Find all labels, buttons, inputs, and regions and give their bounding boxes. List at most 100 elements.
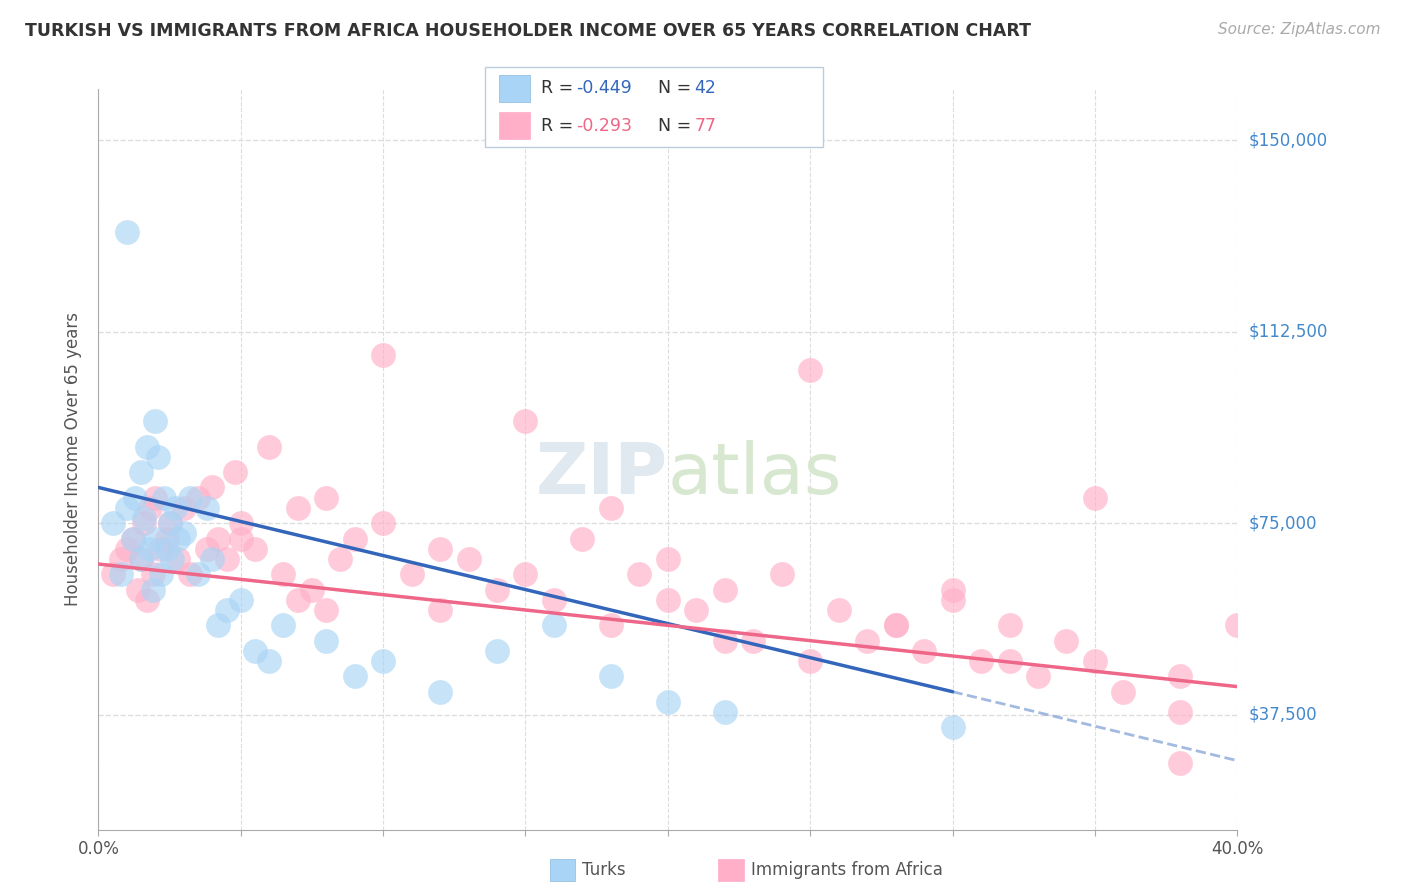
Text: -0.449: -0.449 bbox=[576, 79, 633, 97]
Point bbox=[259, 440, 281, 454]
Point bbox=[1084, 654, 1107, 668]
Point bbox=[714, 633, 737, 648]
Point bbox=[129, 465, 152, 479]
Point bbox=[628, 567, 651, 582]
Text: N =: N = bbox=[647, 79, 696, 97]
Point bbox=[115, 541, 138, 556]
Text: TURKISH VS IMMIGRANTS FROM AFRICA HOUSEHOLDER INCOME OVER 65 YEARS CORRELATION C: TURKISH VS IMMIGRANTS FROM AFRICA HOUSEH… bbox=[25, 22, 1032, 40]
Point bbox=[115, 225, 138, 239]
Point bbox=[770, 567, 793, 582]
Point bbox=[429, 684, 451, 698]
Point bbox=[714, 705, 737, 719]
Point bbox=[912, 644, 935, 658]
Point bbox=[600, 669, 623, 683]
Point bbox=[173, 526, 195, 541]
Point bbox=[138, 541, 160, 556]
Point bbox=[148, 450, 170, 464]
Point bbox=[159, 516, 181, 531]
Point bbox=[162, 552, 184, 566]
Text: R =: R = bbox=[541, 79, 579, 97]
Point bbox=[329, 552, 352, 566]
Point bbox=[315, 633, 337, 648]
Point bbox=[132, 511, 155, 525]
Point bbox=[167, 552, 190, 566]
Point bbox=[970, 654, 993, 668]
Point bbox=[942, 582, 965, 597]
Text: atlas: atlas bbox=[668, 440, 842, 508]
Point bbox=[486, 644, 509, 658]
Point bbox=[215, 552, 238, 566]
Point bbox=[315, 491, 337, 505]
Point bbox=[229, 516, 252, 531]
Point bbox=[101, 516, 124, 531]
Point bbox=[138, 500, 160, 515]
Point bbox=[195, 500, 218, 515]
Point bbox=[301, 582, 323, 597]
Point bbox=[799, 654, 821, 668]
Point bbox=[401, 567, 423, 582]
Point bbox=[156, 532, 179, 546]
Point bbox=[884, 618, 907, 632]
Point bbox=[145, 414, 167, 428]
Point bbox=[685, 603, 707, 617]
Point bbox=[799, 363, 821, 377]
Point bbox=[287, 500, 309, 515]
Point bbox=[856, 633, 879, 648]
Point bbox=[101, 567, 124, 582]
Point bbox=[884, 618, 907, 632]
Text: N =: N = bbox=[647, 117, 696, 135]
Point bbox=[145, 491, 167, 505]
Point bbox=[179, 567, 201, 582]
Point bbox=[129, 552, 152, 566]
Point bbox=[127, 582, 149, 597]
Y-axis label: Householder Income Over 65 years: Householder Income Over 65 years bbox=[65, 312, 83, 607]
Point bbox=[145, 532, 167, 546]
Point bbox=[657, 695, 679, 709]
Point bbox=[187, 491, 209, 505]
Point bbox=[942, 721, 965, 735]
Point bbox=[259, 654, 281, 668]
Point bbox=[124, 491, 146, 505]
Point bbox=[515, 414, 537, 428]
Point bbox=[1112, 684, 1135, 698]
Point bbox=[998, 654, 1021, 668]
Point bbox=[179, 491, 201, 505]
Point bbox=[159, 516, 181, 531]
Point bbox=[121, 532, 143, 546]
Point bbox=[187, 567, 209, 582]
Point bbox=[150, 567, 173, 582]
Point bbox=[600, 618, 623, 632]
Point bbox=[273, 567, 295, 582]
Point bbox=[543, 592, 565, 607]
Text: 77: 77 bbox=[695, 117, 717, 135]
Point bbox=[135, 440, 157, 454]
Point bbox=[156, 541, 179, 556]
Point bbox=[229, 592, 252, 607]
Point bbox=[486, 582, 509, 597]
Point bbox=[714, 582, 737, 597]
Point bbox=[373, 348, 395, 362]
Point bbox=[273, 618, 295, 632]
Text: Immigrants from Africa: Immigrants from Africa bbox=[751, 861, 942, 879]
Point bbox=[543, 618, 565, 632]
Point bbox=[132, 516, 155, 531]
Point bbox=[998, 618, 1021, 632]
Point bbox=[243, 644, 266, 658]
Point bbox=[115, 500, 138, 515]
Text: $37,500: $37,500 bbox=[1249, 706, 1317, 723]
Point bbox=[215, 603, 238, 617]
Point bbox=[657, 552, 679, 566]
Point bbox=[110, 552, 132, 566]
Point bbox=[201, 480, 224, 494]
Point bbox=[1170, 705, 1192, 719]
Point bbox=[742, 633, 765, 648]
Point bbox=[600, 500, 623, 515]
Point bbox=[942, 592, 965, 607]
Point bbox=[129, 552, 152, 566]
Text: $150,000: $150,000 bbox=[1249, 131, 1327, 149]
Text: Source: ZipAtlas.com: Source: ZipAtlas.com bbox=[1218, 22, 1381, 37]
Point bbox=[195, 541, 218, 556]
Point bbox=[287, 592, 309, 607]
Point bbox=[153, 491, 176, 505]
Point bbox=[141, 567, 163, 582]
